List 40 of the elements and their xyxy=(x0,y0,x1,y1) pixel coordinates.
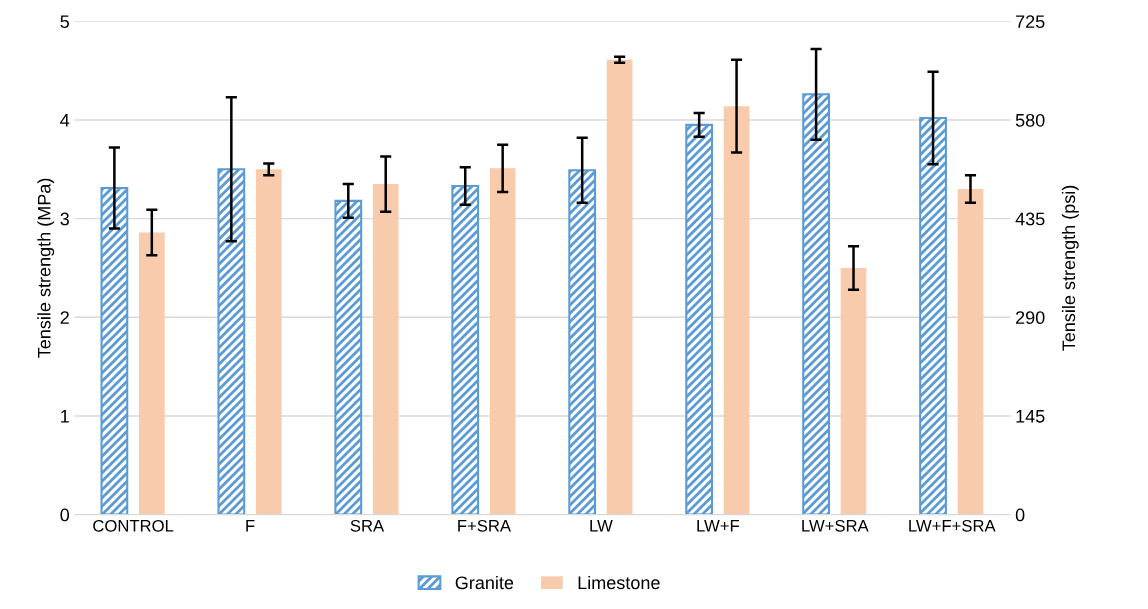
bar xyxy=(100,187,129,515)
bar xyxy=(568,169,597,515)
y-tick-label: 2 xyxy=(60,311,69,324)
y2-tick-label: 580 xyxy=(1015,113,1045,127)
x-tick-label: SRA xyxy=(350,519,385,532)
y-tick-label: 5 xyxy=(60,15,69,29)
x-tick-label: LW+F xyxy=(697,520,740,532)
y-tick-label: 4 xyxy=(60,114,70,127)
bar xyxy=(723,106,750,515)
x-tick-label: F xyxy=(246,520,255,532)
y-tick-label: 1 xyxy=(61,410,69,423)
x-tick-label: F+SRA xyxy=(458,519,512,532)
bar xyxy=(802,93,830,515)
bar xyxy=(840,267,867,515)
y2-tick-label: 725 xyxy=(1016,15,1045,29)
legend-label: Granite xyxy=(455,575,514,590)
y2-tick-label: 145 xyxy=(1016,410,1045,423)
bar xyxy=(372,184,399,515)
bar xyxy=(334,199,363,515)
x-tick-label: LW+SRA xyxy=(802,519,869,532)
y2-tick-label: 435 xyxy=(1015,212,1045,226)
bar xyxy=(957,189,984,515)
y2-tick-label: 290 xyxy=(1016,311,1045,325)
bar xyxy=(217,168,246,515)
x-tick-label: LW+F+SRA xyxy=(909,519,996,532)
y2-tick-label: 0 xyxy=(1015,508,1025,522)
x-tick-label: CONTROL xyxy=(93,519,174,532)
y-tick-label: 0 xyxy=(60,508,70,522)
y-axis-title: Tensile strength (MPa) xyxy=(37,178,55,358)
legend-label: Limestone xyxy=(578,575,660,590)
bar xyxy=(919,116,947,515)
bar xyxy=(138,232,165,515)
y-tick-label: 3 xyxy=(60,212,69,226)
x-tick-label: LW xyxy=(590,520,613,532)
y2-axis-title: Tensile strength (psi) xyxy=(1061,185,1079,351)
bar xyxy=(606,59,633,515)
bar xyxy=(685,123,714,515)
bar xyxy=(451,185,480,515)
bar xyxy=(489,168,516,515)
bar xyxy=(255,169,282,515)
